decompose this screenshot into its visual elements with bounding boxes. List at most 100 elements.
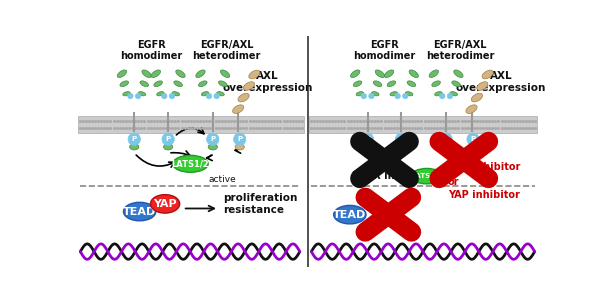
Circle shape [128, 133, 140, 145]
Ellipse shape [151, 195, 179, 213]
Ellipse shape [238, 93, 249, 102]
Ellipse shape [233, 105, 244, 113]
Circle shape [447, 93, 452, 99]
Ellipse shape [176, 70, 185, 77]
Text: P: P [399, 136, 404, 142]
Text: EGFR inhibitor: EGFR inhibitor [352, 171, 432, 181]
Text: YAP inhibitor: YAP inhibitor [448, 190, 520, 200]
Ellipse shape [390, 92, 397, 96]
Ellipse shape [174, 81, 182, 87]
Ellipse shape [138, 92, 146, 96]
Ellipse shape [120, 81, 128, 87]
Text: AXL
overexpression: AXL overexpression [222, 71, 313, 93]
Ellipse shape [172, 92, 179, 96]
Text: LATS1/2: LATS1/2 [411, 173, 443, 179]
Bar [78, 116, 304, 133]
Ellipse shape [217, 92, 224, 96]
Ellipse shape [471, 93, 482, 102]
Bar [309, 116, 537, 133]
Ellipse shape [142, 70, 151, 77]
Ellipse shape [199, 81, 207, 87]
Ellipse shape [410, 168, 443, 184]
Ellipse shape [469, 144, 478, 150]
Circle shape [136, 93, 141, 99]
Ellipse shape [249, 70, 260, 79]
Text: EGFR/AXL
heterodimer: EGFR/AXL heterodimer [193, 40, 261, 62]
Ellipse shape [334, 206, 366, 224]
Ellipse shape [164, 144, 173, 150]
Text: proliferation
resistance: proliferation resistance [223, 193, 297, 215]
Ellipse shape [429, 70, 439, 77]
Text: AXL inhibitor: AXL inhibitor [448, 162, 520, 172]
Text: TEAD: TEAD [333, 210, 367, 220]
Ellipse shape [151, 70, 160, 77]
Ellipse shape [356, 92, 364, 96]
Text: or: or [448, 177, 459, 187]
Ellipse shape [353, 81, 362, 87]
Circle shape [233, 133, 246, 145]
Text: AXL
overexpression: AXL overexpression [455, 71, 546, 93]
Text: EGFR/AXL
heterodimer: EGFR/AXL heterodimer [426, 40, 494, 62]
Text: EGFR
homodimer: EGFR homodimer [353, 40, 416, 62]
Ellipse shape [454, 70, 463, 77]
Text: P: P [470, 136, 476, 142]
Ellipse shape [235, 144, 244, 150]
Ellipse shape [208, 144, 217, 150]
Ellipse shape [363, 144, 372, 150]
Text: active: active [209, 175, 236, 184]
Ellipse shape [409, 70, 418, 77]
Ellipse shape [373, 81, 382, 87]
Circle shape [361, 133, 374, 145]
Ellipse shape [407, 81, 416, 87]
Circle shape [128, 93, 133, 99]
Circle shape [162, 133, 174, 145]
Ellipse shape [124, 202, 156, 221]
Ellipse shape [140, 81, 149, 87]
Ellipse shape [375, 70, 385, 77]
Ellipse shape [220, 70, 230, 77]
Ellipse shape [196, 70, 205, 77]
Circle shape [403, 93, 408, 99]
Text: P: P [443, 136, 449, 142]
Ellipse shape [130, 144, 139, 150]
Ellipse shape [154, 81, 163, 87]
Text: P: P [131, 136, 137, 142]
Ellipse shape [350, 70, 360, 77]
Text: P: P [365, 136, 370, 142]
Ellipse shape [218, 81, 227, 87]
Ellipse shape [406, 92, 413, 96]
Circle shape [440, 133, 452, 145]
Ellipse shape [387, 81, 396, 87]
Ellipse shape [157, 92, 164, 96]
Ellipse shape [173, 155, 208, 172]
Ellipse shape [397, 144, 406, 150]
Text: P: P [237, 136, 242, 142]
Ellipse shape [117, 70, 127, 77]
Circle shape [395, 93, 400, 99]
Text: TEAD: TEAD [123, 207, 156, 217]
Ellipse shape [434, 92, 442, 96]
Ellipse shape [450, 92, 458, 96]
Circle shape [206, 93, 212, 99]
Text: YAP: YAP [153, 199, 177, 209]
Circle shape [467, 133, 479, 145]
Ellipse shape [476, 82, 488, 90]
Ellipse shape [385, 70, 394, 77]
Circle shape [161, 93, 167, 99]
Ellipse shape [452, 81, 460, 87]
Ellipse shape [123, 92, 130, 96]
Circle shape [169, 93, 175, 99]
Text: EGFR
homodimer: EGFR homodimer [120, 40, 182, 62]
Circle shape [395, 133, 407, 145]
Text: P: P [166, 136, 170, 142]
Ellipse shape [466, 105, 477, 113]
Ellipse shape [482, 70, 493, 79]
Ellipse shape [442, 144, 451, 150]
Text: LATS1/2: LATS1/2 [172, 159, 209, 168]
Text: P: P [210, 136, 215, 142]
Ellipse shape [432, 81, 440, 87]
Circle shape [440, 93, 445, 99]
Circle shape [214, 93, 220, 99]
Circle shape [206, 133, 219, 145]
Circle shape [369, 93, 374, 99]
